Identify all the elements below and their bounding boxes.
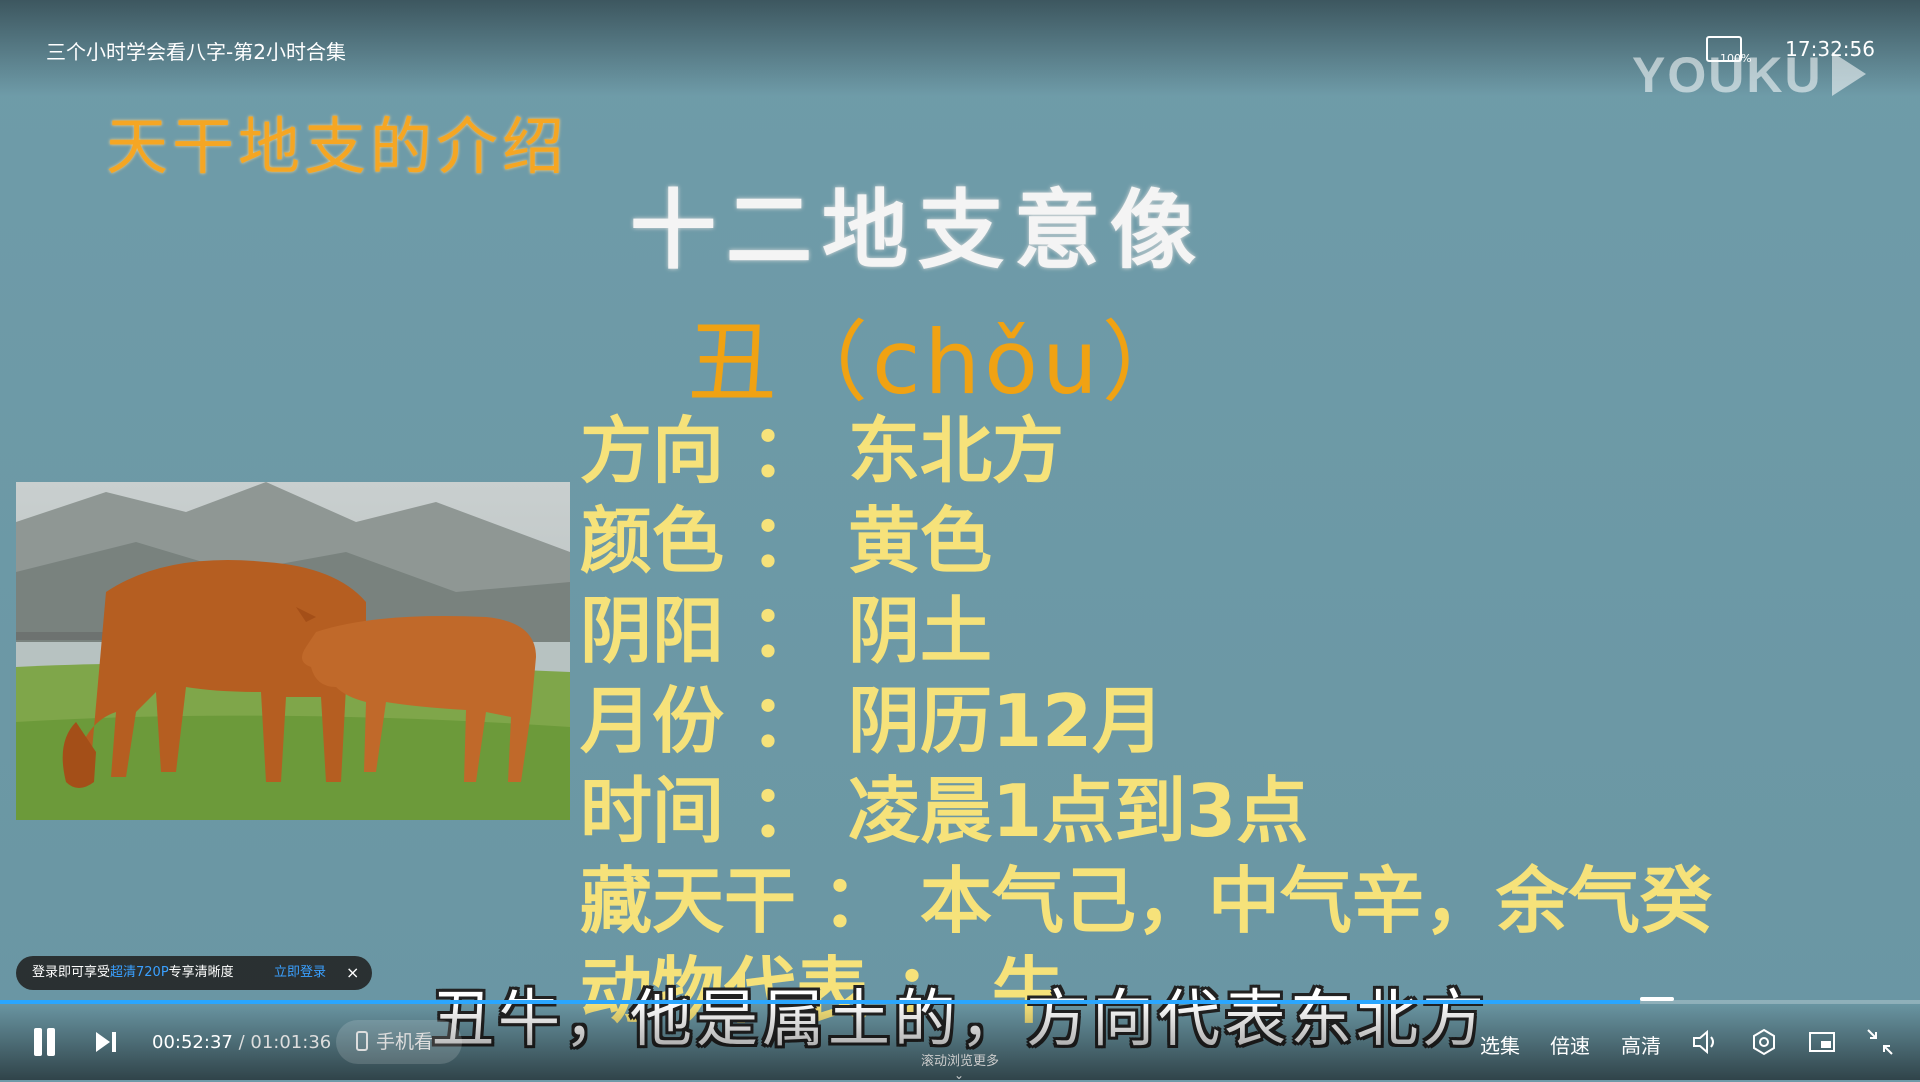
- attribute-row: 藏天干 ： 本气己，中气辛，余气癸: [580, 856, 1712, 946]
- mobile-watch-button[interactable]: 手机看: [336, 1020, 462, 1064]
- progress-fill: [0, 1000, 1640, 1004]
- login-now-button[interactable]: 立即登录: [274, 965, 327, 980]
- progress-thumb[interactable]: [1639, 997, 1674, 1001]
- attribute-separator: ：: [750, 589, 823, 673]
- picture-in-picture-button[interactable]: [1806, 1026, 1838, 1058]
- login-toast-highlight: 超清720P: [110, 965, 169, 980]
- volume-button[interactable]: [1690, 1026, 1722, 1058]
- attribute-label: 颜色: [580, 499, 725, 583]
- volume-icon: [1693, 1029, 1714, 1055]
- youku-logo: YOUKU: [1632, 47, 1823, 103]
- attribute-label: 时间: [580, 769, 725, 853]
- attribute-value: 本气己，中气辛，余气癸: [920, 859, 1713, 943]
- player-controls-bar: [0, 1002, 1920, 1080]
- attribute-label: 方向: [580, 409, 725, 493]
- video-title: 三个小时学会看八字-第2小时合集: [46, 40, 346, 64]
- phone-icon: [356, 1031, 368, 1051]
- attribute-value: 阴历12月: [848, 679, 1165, 763]
- settings-icon: [1753, 1028, 1775, 1056]
- attribute-row: 月份 ： 阴历12月: [580, 676, 1712, 766]
- episodes-button[interactable]: 选集: [1480, 1034, 1520, 1058]
- scroll-hint: 滚动浏览更多: [920, 1054, 999, 1069]
- attribute-row: 时间 ： 凌晨1点到3点: [580, 766, 1712, 856]
- attribute-row: 阴阳 ： 阴土: [580, 586, 1712, 676]
- screen-ratio-button[interactable]: 100%: [1700, 34, 1752, 70]
- picture-in-picture-icon: [1809, 1032, 1835, 1052]
- attribute-value: 黄色: [848, 499, 993, 583]
- attribute-row: 方向 ： 东北方: [580, 406, 1712, 496]
- player-top-bar: [0, 0, 1920, 96]
- cow-photo: [16, 482, 570, 820]
- attribute-list: 方向：东北方 颜色：黄色 阴阳：阴土 月份：阴历12月 时间：凌晨1点到3点 藏…: [580, 406, 1712, 1036]
- speed-button[interactable]: 倍速: [1550, 1034, 1590, 1058]
- attribute-separator: ：: [822, 859, 895, 943]
- youku-logo-play-icon: [1832, 52, 1866, 96]
- login-toast-text-before: 登录即可享受: [32, 965, 111, 980]
- attribute-separator: ：: [750, 679, 823, 763]
- attribute-separator: ：: [750, 409, 823, 493]
- quality-button[interactable]: 高清: [1621, 1034, 1661, 1058]
- close-icon[interactable]: ×: [346, 963, 360, 982]
- chevron-down-icon: ⌄: [954, 1068, 965, 1082]
- time-display: 00:52:37 / 01:01:36: [152, 1032, 331, 1053]
- pause-icon: [47, 1028, 55, 1056]
- zoom-percent: 100%: [1720, 52, 1752, 65]
- attribute-separator: ：: [750, 499, 823, 583]
- attribute-value: 阴土: [848, 589, 993, 673]
- pause-icon: [34, 1028, 42, 1056]
- attribute-row: 颜色 ： 黄色: [580, 496, 1712, 586]
- screen-ratio-icon: [1706, 36, 1742, 62]
- slide-section-title: 天干地支的介绍: [106, 110, 569, 183]
- attribute-label: 月份: [580, 679, 725, 763]
- slide-branch-heading: 丑（chǒu）: [688, 311, 1194, 414]
- pause-button[interactable]: [32, 1026, 58, 1058]
- attribute-separator: ：: [750, 769, 823, 853]
- login-toast: 登录即可享受超清720P专享清晰度 立即登录 ×: [16, 956, 372, 990]
- login-toast-message: 登录即可享受超清720P专享清晰度: [32, 956, 234, 990]
- attribute-value: 凌晨1点到3点: [848, 769, 1309, 853]
- attribute-label: 藏天干: [580, 859, 797, 943]
- next-episode-button[interactable]: [94, 1030, 120, 1054]
- current-time: 00:52:37: [152, 1032, 233, 1053]
- exit-fullscreen-icon: [1867, 1029, 1893, 1055]
- duration: 01:01:36: [250, 1032, 332, 1053]
- exit-fullscreen-button[interactable]: [1864, 1026, 1896, 1058]
- progress-bar[interactable]: [0, 997, 1920, 1004]
- time-separator: /: [238, 1032, 245, 1053]
- login-toast-text-after: 专享清晰度: [168, 965, 234, 980]
- slide-main-title: 十二地支意像: [630, 181, 1206, 281]
- settings-button[interactable]: [1748, 1026, 1780, 1058]
- mobile-watch-label: 手机看: [376, 1031, 434, 1053]
- attribute-value: 东北方: [848, 409, 1065, 493]
- next-icon: [96, 1032, 110, 1052]
- attribute-label: 阴阳: [580, 589, 725, 673]
- next-icon-bar: [112, 1032, 116, 1052]
